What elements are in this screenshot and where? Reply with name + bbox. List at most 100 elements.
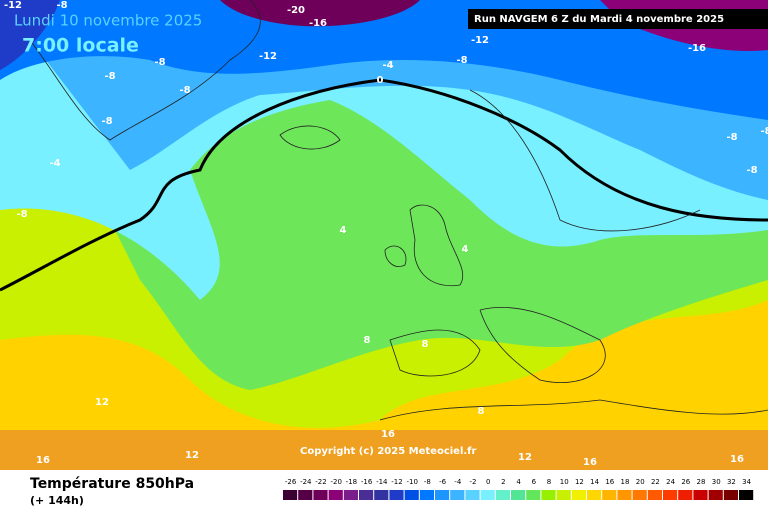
zero-isotherm [0, 78, 768, 292]
scale-swatch [343, 490, 358, 500]
scale-swatch [283, 490, 298, 500]
scale-label: 32 [727, 478, 736, 486]
scale-swatch [647, 490, 662, 500]
contour-label: -20 [287, 5, 305, 16]
scale-label: 10 [560, 478, 569, 486]
contour-label: 8 [422, 339, 429, 350]
contour-label: 16 [381, 429, 395, 440]
run-box [468, 9, 768, 29]
zone-blue [0, 0, 768, 120]
scale-swatch [298, 490, 313, 500]
scale-label: 26 [681, 478, 690, 486]
scale-label: 16 [605, 478, 614, 486]
contour-label: -8 [56, 0, 67, 11]
contour-label: 8 [478, 406, 485, 417]
date: Lundi 10 novembre 2025 [14, 12, 202, 30]
contour-label: 4 [462, 244, 469, 255]
contour-label: 12 [518, 452, 532, 463]
scale-swatch [602, 490, 617, 500]
scale-swatch [465, 490, 480, 500]
contour-label: 4 [340, 225, 347, 236]
contour-label: -8 [179, 85, 190, 96]
contour-label: -8 [760, 126, 768, 137]
scale-label: -26 [285, 478, 297, 486]
contour-label: -8 [456, 55, 467, 66]
footer-lead: (+ 144h) [30, 494, 84, 507]
scale-swatch [526, 490, 541, 500]
scale-label: -24 [300, 478, 312, 486]
contour-label: -4 [49, 158, 60, 169]
contour-label: 16 [730, 454, 744, 465]
scale-swatch [313, 490, 328, 500]
contour-label: 16 [583, 457, 597, 468]
scale-swatch [389, 490, 404, 500]
scale-label: -2 [470, 478, 477, 486]
scale-label: -20 [330, 478, 341, 486]
scale-swatch [374, 490, 389, 500]
scale-label: 2 [501, 478, 505, 486]
scale-swatch [693, 490, 708, 500]
contour-label: -16 [309, 18, 327, 29]
contour-label: 12 [185, 450, 199, 461]
scale-swatch [435, 490, 450, 500]
contour-label: -8 [154, 57, 165, 68]
contour-label: -12 [4, 0, 22, 11]
contour-label: -8 [101, 116, 112, 127]
scale-label: -16 [361, 478, 373, 486]
scale-swatch [511, 490, 526, 500]
scale-label: 30 [712, 478, 721, 486]
contour-label: -8 [16, 209, 27, 220]
scale-swatch [328, 490, 343, 500]
contour-label: -12 [259, 51, 277, 62]
scale-label: 8 [547, 478, 551, 486]
contour-label: 8 [364, 335, 371, 346]
contour-label: -8 [104, 71, 115, 82]
scale-swatch [419, 490, 434, 500]
footer-title: Température 850hPa [30, 476, 194, 492]
scale-swatch [678, 490, 693, 500]
scale-label: 18 [621, 478, 630, 486]
scale-swatch [617, 490, 632, 500]
scale-swatch [541, 490, 556, 500]
coastlines [29, 0, 768, 421]
scale-swatch [632, 490, 647, 500]
scale-label: 4 [516, 478, 521, 486]
scale-label: 22 [651, 478, 660, 486]
scale-swatch [480, 490, 495, 500]
contour-label: -8 [746, 165, 757, 176]
contour-label: -4 [382, 60, 393, 71]
contour-label: 16 [36, 455, 50, 466]
scale-swatch [723, 490, 738, 500]
scale-label: 20 [636, 478, 645, 486]
scale-swatch [587, 490, 602, 500]
contour-label: -8 [726, 132, 737, 143]
scale-swatch [708, 490, 723, 500]
run: Run NAVGEM 6 Z du Mardi 4 novembre 2025 [474, 14, 724, 25]
scale-label: 24 [666, 478, 675, 486]
scale-label: -22 [315, 478, 326, 486]
scale-label: 14 [590, 478, 599, 486]
scale-label: -6 [439, 478, 447, 486]
contour-label: 12 [95, 397, 109, 408]
scale-label: -14 [376, 478, 388, 486]
scale-swatch [495, 490, 510, 500]
scale-label: 12 [575, 478, 584, 486]
scale-label: 6 [532, 478, 537, 486]
contour-label: -16 [688, 43, 706, 54]
scale-label: -12 [391, 478, 402, 486]
scale-label: -18 [346, 478, 357, 486]
scale-label: -10 [406, 478, 417, 486]
zone-purple [220, 0, 420, 27]
scale-swatch [739, 490, 754, 500]
zone-darkblue [0, 0, 60, 70]
scale-swatch [556, 490, 571, 500]
scale-label: 28 [697, 478, 706, 486]
contour-label: 0 [377, 75, 384, 86]
scale-label: -4 [454, 478, 462, 486]
scale-swatch [571, 490, 586, 500]
scale-label: -8 [424, 478, 431, 486]
scale-swatch [359, 490, 374, 500]
time: 7:00 locale [22, 35, 139, 57]
